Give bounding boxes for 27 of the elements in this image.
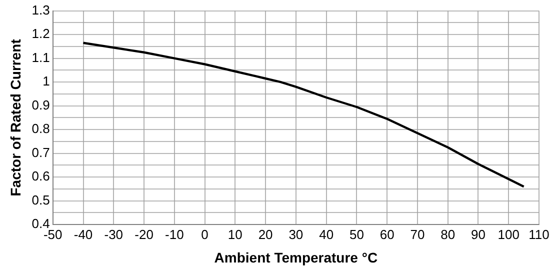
x-tick-label: 100 xyxy=(498,226,520,242)
x-tick-label: 40 xyxy=(319,226,334,242)
x-tick-label: -10 xyxy=(165,226,184,242)
y-tick-label: 0.6 xyxy=(32,168,50,184)
y-axis-title: Factor of Rated Current xyxy=(7,38,24,196)
y-tick-label: 0.5 xyxy=(32,192,50,208)
y-tick-label: 1.3 xyxy=(32,2,50,18)
y-tick-label: 0.7 xyxy=(32,144,50,160)
x-tick-label: 10 xyxy=(228,226,242,242)
x-tick-label: -30 xyxy=(104,226,124,242)
y-tick-label: 0.8 xyxy=(32,121,50,136)
x-tick-label: -40 xyxy=(74,226,93,242)
y-tick-label: 1.1 xyxy=(32,50,50,65)
x-tick-label: 50 xyxy=(349,226,364,242)
x-tick-label: 0 xyxy=(201,226,208,242)
x-axis-title: Ambient Temperature °C xyxy=(214,249,378,266)
x-tick-label: 110 xyxy=(528,226,550,242)
x-tick-label: 70 xyxy=(410,226,425,242)
y-tick-label: 1.2 xyxy=(32,26,50,42)
y-tick-label: 0.9 xyxy=(32,97,50,112)
x-tick-label: 20 xyxy=(258,226,273,242)
x-tick-label: -20 xyxy=(134,226,154,242)
x-tick-label: 60 xyxy=(380,226,394,242)
x-tick-label: 80 xyxy=(440,226,456,242)
x-tick-label: 30 xyxy=(288,226,304,242)
x-tick-label: 90 xyxy=(471,226,486,242)
y-tick-label: 1 xyxy=(42,74,50,89)
